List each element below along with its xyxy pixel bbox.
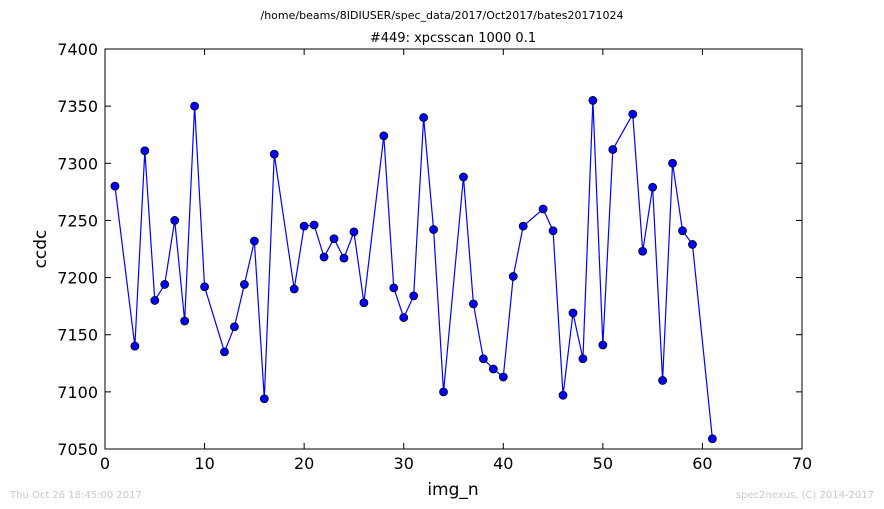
data-point [289, 284, 299, 294]
data-point [658, 376, 667, 385]
y-tick-label: 7250 [57, 211, 98, 230]
data-point [130, 341, 140, 351]
data-point [419, 113, 429, 122]
data-point [319, 252, 329, 262]
data-series [110, 96, 717, 444]
y-tick-label: 7050 [57, 440, 98, 459]
y-tick-label: 7300 [57, 154, 98, 173]
data-point [249, 236, 259, 246]
x-tick-label: 0 [100, 454, 110, 473]
y-tick-label: 7200 [57, 269, 98, 288]
footer-timestamp: Thu Oct 26 18:45:00 2017 [9, 490, 142, 501]
data-point [578, 354, 588, 364]
data-point [110, 181, 120, 191]
data-point [678, 226, 687, 236]
y-tick-label: 7400 [57, 40, 98, 59]
data-point [588, 96, 598, 105]
data-point [239, 280, 249, 289]
data-point [160, 280, 170, 289]
data-point [469, 299, 478, 309]
data-point [488, 364, 498, 374]
data-point [608, 145, 618, 154]
data-point [558, 390, 568, 400]
data-point [180, 316, 190, 326]
data-point [598, 340, 608, 350]
plot-area [105, 49, 802, 449]
data-point [309, 220, 319, 230]
x-tick-label: 10 [194, 454, 214, 473]
data-point [299, 221, 309, 231]
data-point [568, 308, 578, 318]
y-tick-label: 7150 [57, 326, 98, 345]
x-tick-label: 70 [792, 454, 812, 473]
data-point [429, 225, 438, 234]
data-point [538, 204, 548, 214]
x-tick-label: 50 [593, 454, 613, 473]
data-point [379, 131, 389, 141]
x-tick-label: 30 [394, 454, 414, 473]
footer-credit: spec2nexus, (C) 2014-2017 [736, 490, 874, 501]
tick-labels: 0 10 20 30 40 50 60 70 7050 7100 7150 7200 7250 7300 7… [57, 40, 812, 473]
data-point [478, 354, 488, 364]
data-point [339, 253, 349, 263]
data-point [359, 298, 369, 308]
data-point [329, 234, 339, 244]
data-point [140, 146, 150, 156]
data-point [399, 313, 409, 322]
data-point [439, 387, 448, 397]
x-tick-label: 20 [294, 454, 314, 473]
x-tick-label: 40 [493, 454, 513, 473]
x-tick-label: 60 [692, 454, 712, 473]
data-point [648, 182, 658, 192]
plot-frame [104, 48, 803, 450]
chart-suptitle: /home/beams/8IDIUSER/spec_data/2017/Oct2… [261, 9, 624, 22]
x-axis-label: img_n [427, 480, 478, 500]
data-point [518, 221, 528, 231]
data-point [220, 347, 229, 357]
data-point [200, 282, 209, 292]
data-point [230, 322, 239, 332]
data-point [269, 149, 279, 159]
y-axis-label: ccdc [31, 230, 51, 269]
data-point [498, 372, 508, 382]
data-point [508, 272, 518, 281]
data-point [170, 216, 180, 225]
data-point [190, 101, 200, 111]
data-point [349, 227, 359, 237]
data-point [409, 291, 419, 301]
data-point [259, 394, 269, 404]
y-tick-label: 7350 [57, 97, 98, 116]
data-point [688, 240, 697, 249]
data-point [628, 109, 638, 119]
data-point [707, 434, 717, 444]
data-point [548, 226, 558, 236]
data-point [668, 158, 677, 168]
data-point [150, 296, 160, 305]
data-point [638, 246, 648, 256]
chart-title: #449: xpcsscan 1000 0.1 [370, 31, 536, 46]
data-point [389, 283, 399, 293]
y-tick-label: 7100 [57, 383, 98, 402]
data-point [459, 172, 468, 182]
